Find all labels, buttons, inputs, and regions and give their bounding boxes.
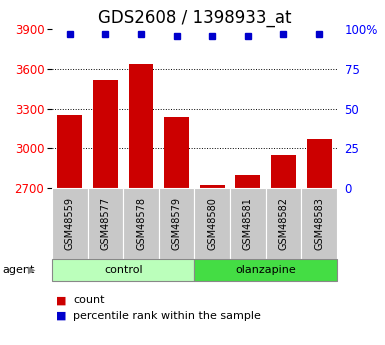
- Bar: [235, 175, 260, 188]
- Bar: [93, 80, 118, 188]
- Text: ▶: ▶: [28, 265, 35, 275]
- Bar: [164, 117, 189, 188]
- Title: GDS2608 / 1398933_at: GDS2608 / 1398933_at: [98, 9, 291, 27]
- Text: count: count: [73, 295, 105, 305]
- Bar: [306, 139, 331, 188]
- Text: GSM48578: GSM48578: [136, 197, 146, 250]
- Text: GSM48581: GSM48581: [243, 197, 253, 250]
- Text: GSM48583: GSM48583: [314, 197, 324, 250]
- Bar: [271, 155, 296, 188]
- Text: GSM48577: GSM48577: [100, 197, 110, 250]
- Text: ■: ■: [56, 311, 66, 321]
- Text: agent: agent: [2, 265, 34, 275]
- Bar: [200, 185, 225, 188]
- Text: GSM48579: GSM48579: [172, 197, 182, 250]
- Text: control: control: [104, 265, 142, 275]
- Text: GSM48582: GSM48582: [278, 197, 288, 250]
- Text: GSM48580: GSM48580: [207, 197, 217, 250]
- Bar: [57, 115, 82, 188]
- Text: ■: ■: [56, 295, 66, 305]
- Text: percentile rank within the sample: percentile rank within the sample: [73, 311, 261, 321]
- Text: olanzapine: olanzapine: [235, 265, 296, 275]
- Bar: [129, 64, 154, 188]
- Text: GSM48559: GSM48559: [65, 197, 75, 250]
